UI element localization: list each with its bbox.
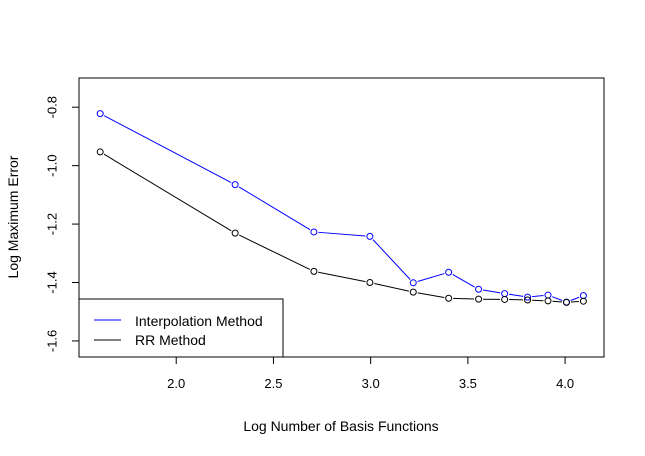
data-point (231, 229, 239, 237)
data-point (544, 291, 552, 299)
data-point (544, 297, 552, 305)
series-0 (96, 110, 587, 306)
series-line-segment (374, 282, 409, 292)
series-layer (96, 110, 587, 306)
x-tick-label: 2.5 (264, 376, 282, 391)
y-tick-label: -1.4 (45, 271, 60, 293)
legend-label-interpolation: Interpolation Method (135, 313, 263, 329)
data-point (445, 268, 453, 276)
data-point (445, 294, 453, 302)
data-point (524, 293, 532, 301)
x-tick-label: 2.0 (167, 376, 185, 391)
legend-label-rr: RR Method (135, 332, 206, 348)
series-line-segment (570, 296, 580, 301)
data-point (366, 279, 374, 287)
x-tick-label: 3.5 (459, 376, 477, 391)
data-point (409, 279, 417, 287)
data-point (96, 110, 104, 118)
data-point (231, 181, 239, 189)
y-tick-label: -1.6 (45, 330, 60, 352)
series-line-segment (238, 186, 311, 231)
data-point (96, 148, 104, 156)
legend-box (78, 298, 284, 358)
series-line-segment (482, 289, 501, 294)
data-point (475, 295, 483, 303)
plot-frame (78, 77, 605, 358)
series-line-segment (318, 231, 366, 237)
legend: Interpolation Method RR Method (78, 298, 284, 358)
series-line-segment (103, 153, 232, 232)
data-point (366, 232, 374, 240)
y-axis: -0.8 -1.0 -1.2 -1.4 -1.6 (45, 96, 79, 352)
series-line-segment (570, 301, 579, 303)
series-line-segment (552, 296, 563, 301)
series-line-segment (452, 274, 475, 288)
series-line-segment (318, 271, 366, 283)
x-axis: 2.0 2.5 3.0 3.5 4.0 (167, 357, 574, 391)
y-tick-label: -1.0 (45, 154, 60, 176)
y-axis-title: Log Maximum Error (5, 155, 21, 278)
series-line-segment (417, 292, 445, 299)
series-line-segment (552, 300, 563, 303)
series-line-segment (509, 293, 524, 297)
data-point (475, 285, 483, 293)
data-point (310, 228, 318, 236)
data-point (562, 298, 570, 306)
data-point (579, 297, 587, 305)
data-point (501, 290, 509, 298)
data-point (524, 296, 532, 304)
data-point (501, 295, 509, 303)
x-tick-label: 4.0 (556, 376, 574, 391)
x-axis-title: Log Number of Basis Functions (243, 418, 438, 434)
data-point (409, 288, 417, 296)
series-line-segment (238, 234, 311, 270)
series-line-segment (453, 297, 475, 300)
series-line-segment (532, 295, 544, 298)
series-line-segment (103, 115, 232, 183)
series-line-segment (372, 239, 411, 280)
series-line-segment (417, 273, 445, 282)
x-tick-label: 3.0 (362, 376, 380, 391)
data-point (310, 267, 318, 275)
y-tick-label: -0.8 (45, 96, 60, 118)
series-1 (96, 148, 587, 306)
y-tick-label: -1.2 (45, 213, 60, 235)
